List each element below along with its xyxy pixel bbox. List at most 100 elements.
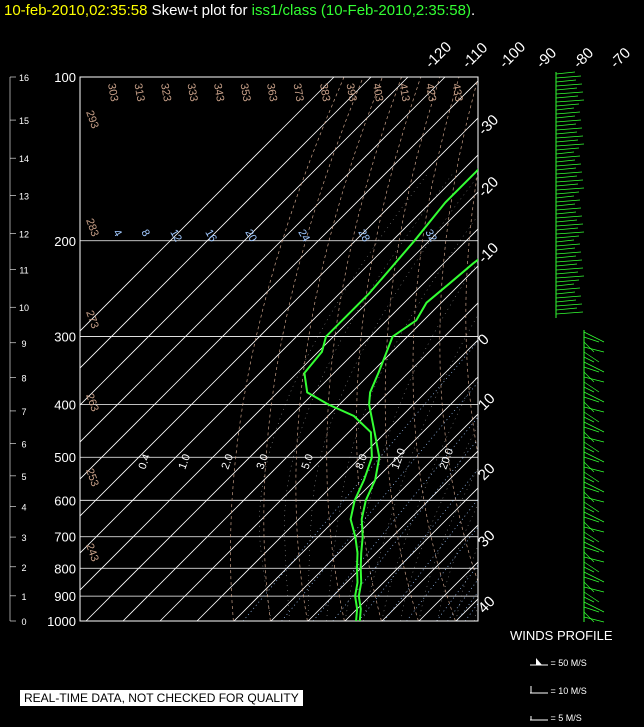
theta-label: 433	[450, 82, 465, 102]
wind-barb	[555, 275, 585, 279]
wind-barb	[583, 406, 605, 413]
wind-barb	[555, 291, 576, 295]
mixing-ratio-label-lower: 5.0	[300, 453, 317, 471]
temperature-profile	[357, 258, 478, 621]
pressure-tick-100: 100	[54, 70, 76, 85]
moist-adiabat	[284, 172, 454, 621]
full-barb-icon	[530, 686, 548, 694]
theta-label: 413	[397, 82, 412, 102]
wind-barb	[583, 581, 595, 593]
height-tick-8: 8	[21, 374, 26, 384]
wind-barb	[583, 571, 605, 583]
pressure-tick-500: 500	[54, 450, 76, 465]
wind-barb	[555, 187, 585, 191]
wind-barb	[583, 536, 595, 543]
wind-barb	[555, 167, 577, 171]
isotherm	[196, 339, 478, 621]
wind-barb	[555, 271, 579, 275]
pennant-icon	[530, 658, 548, 666]
height-tick-10: 10	[19, 303, 29, 313]
wind-barb	[583, 601, 605, 613]
wind-barb	[555, 139, 579, 143]
wind-barb	[555, 215, 583, 219]
wind-barb	[555, 179, 584, 183]
theta-label: 343	[211, 82, 226, 102]
mixing-ratio-line	[383, 498, 478, 621]
wind-barb	[583, 441, 600, 453]
wind-barb	[583, 471, 600, 483]
wind-barb	[555, 199, 581, 203]
wind-barb	[555, 83, 583, 87]
wind-barb	[555, 123, 577, 127]
wind-barb	[583, 331, 605, 343]
wind-barb	[555, 103, 580, 107]
wind-barb	[583, 566, 595, 573]
wind-barb	[555, 171, 583, 175]
title-source: iss1/class (10-Feb-2010,2:35:58)	[251, 2, 471, 19]
wind-barb	[583, 336, 600, 343]
legend-50ms-label: = 50 M/S	[550, 658, 587, 668]
wind-barb	[555, 119, 582, 123]
dry-adiabat	[356, 77, 422, 621]
wind-barb	[583, 396, 600, 403]
wind-barb	[555, 155, 581, 159]
wind-barb	[583, 501, 600, 513]
height-tick-1: 1	[21, 592, 26, 602]
wind-barb	[555, 251, 582, 255]
wind-barb	[583, 456, 600, 463]
theta-label-left: 243	[83, 542, 101, 563]
wind-barb	[555, 263, 578, 267]
wind-barb	[555, 147, 580, 151]
wind-barb	[555, 279, 580, 283]
wind-barb	[583, 611, 595, 623]
wind-barb	[555, 79, 577, 83]
mixing-ratio-label: 24	[295, 228, 312, 245]
dry-adiabat	[384, 77, 441, 621]
mixing-ratio-label: 16	[202, 228, 219, 245]
moist-adiabat	[307, 175, 478, 621]
dry-adiabat	[465, 168, 478, 457]
pressure-tick-300: 300	[54, 330, 76, 345]
wind-barb	[583, 486, 600, 493]
mixing-ratio-label: 12	[167, 228, 184, 245]
wind-barb	[583, 436, 605, 443]
wind-barb	[555, 99, 585, 103]
wind-barb	[555, 267, 584, 271]
dry-adiabat	[263, 77, 364, 621]
theta-label: 323	[158, 82, 173, 102]
isotherm	[80, 77, 335, 332]
wind-barbs	[555, 71, 605, 623]
isotherm	[80, 154, 478, 554]
theta-label: 333	[185, 82, 200, 102]
wind-barb	[555, 87, 578, 91]
mixing-ratio-label: 4	[110, 228, 123, 239]
wind-barb	[555, 299, 577, 303]
theta-label-left: 253	[83, 467, 101, 488]
isotherm	[233, 376, 478, 621]
legend-5ms: = 5 M/S	[530, 713, 582, 723]
wind-barb	[555, 71, 576, 75]
mixing-ratio-label-lower: 2.0	[220, 453, 237, 471]
wind-barb	[555, 191, 580, 195]
height-tick-14: 14	[19, 154, 29, 164]
pressure-tick-1000: 1000	[47, 614, 76, 629]
quality-disclaimer: REAL-TIME DATA, NOT CHECKED FOR QUALITY	[20, 690, 303, 706]
theta-label-left: 263	[83, 392, 101, 413]
height-tick-13: 13	[19, 191, 29, 201]
mixing-ratio-label-lower: 8.0	[354, 453, 371, 471]
mixing-ratio-label: 20	[242, 228, 259, 245]
pressure-tick-400: 400	[54, 398, 76, 413]
dry-adiabat	[412, 77, 460, 621]
mixing-ratio-label: 8	[138, 228, 151, 239]
wind-barb	[583, 491, 595, 503]
wind-barb	[583, 516, 600, 523]
isotherm	[122, 265, 478, 621]
mixing-ratio-label: 28	[355, 228, 372, 245]
wind-barb	[555, 239, 575, 243]
wind-barb	[583, 551, 595, 563]
wind-barb	[555, 107, 575, 111]
wind-barb	[555, 135, 584, 139]
wind-barb	[583, 531, 600, 543]
pressure-tick-600: 600	[54, 493, 76, 508]
